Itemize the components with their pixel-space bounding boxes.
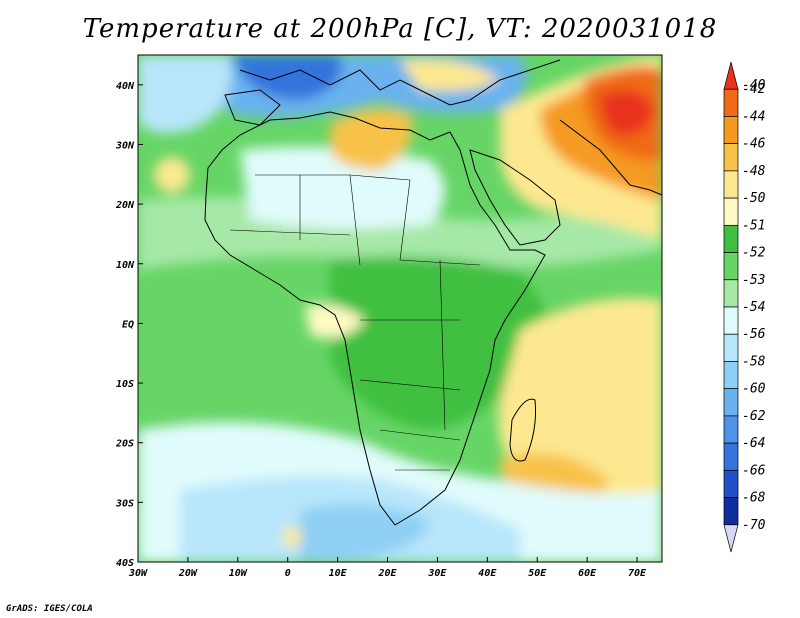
africa-coastline <box>204 111 546 526</box>
y-tick-label: 10N <box>116 260 135 271</box>
colorbar-swatch <box>723 469 739 498</box>
x-tick-label: 30W <box>128 568 148 579</box>
colorbar-label: -53 <box>742 273 765 288</box>
colorbar-label: -60 <box>742 382 766 397</box>
colorbar-swatch <box>723 333 739 362</box>
y-tick-label: EQ <box>122 319 134 330</box>
colorbar-swatch <box>723 279 739 308</box>
region-cyan-sahara <box>240 146 445 229</box>
colorbar-label: -51 <box>742 218 765 233</box>
map-title: Temperature at 200hPa [C], VT: 202003101… <box>82 14 718 44</box>
colorbar-swatch <box>723 497 739 526</box>
temperature-field <box>138 55 662 562</box>
colorbar-swatch <box>723 116 739 145</box>
colorbar-swatch <box>723 170 739 199</box>
madagascar-coastline <box>509 398 536 462</box>
x-tick-label: 40E <box>478 568 497 579</box>
region-middle-east-core <box>599 90 655 136</box>
x-tick-label: 30E <box>427 568 447 579</box>
region-gulf-guinea-warm <box>305 304 365 338</box>
plot-frame <box>137 54 663 563</box>
x-tick-label: 10W <box>229 568 248 579</box>
colorbar-label: -48 <box>742 164 766 179</box>
coastlines <box>204 59 662 526</box>
colorbar-swatch <box>723 524 739 553</box>
region-colder-europe <box>230 55 342 100</box>
y-tick-label: 30N <box>115 140 135 151</box>
colorbar-swatch <box>723 306 739 335</box>
x-tick-label: 20E <box>377 568 397 579</box>
colorbar-label: -54 <box>742 300 765 315</box>
colorbar-swatch <box>723 197 739 226</box>
y-tick-label: 30S <box>115 498 134 509</box>
y-tick-label: 40N <box>116 81 135 92</box>
region-dark-green-central <box>330 256 560 430</box>
x-tick-label: 10E <box>329 568 348 579</box>
colorbar-swatch <box>723 442 739 471</box>
x-tick-label: 20W <box>178 568 198 579</box>
y-tick-label: 10S <box>116 379 134 390</box>
europe-coastline <box>239 59 561 106</box>
region-warm-sahara <box>330 109 412 170</box>
grads-credit: GrADS: IGES/COLA <box>6 604 93 614</box>
colorbar-label: -50 <box>742 191 766 206</box>
x-tick-label: 70E <box>628 568 647 579</box>
y-tick-label: 20S <box>115 439 134 450</box>
colorbar: -40-42 -44 -46 -48 -50 -51 -52 -53 -54 -56 -58 -60 -… <box>723 61 766 553</box>
colorbar-swatch <box>723 88 739 117</box>
x-axis: 30W 20W 10W 0 10E 20E 30E 40E 50E 60E 70E <box>128 557 647 579</box>
y-tick-label: 20N <box>115 200 135 211</box>
colorbar-label: -46 <box>742 137 766 152</box>
region-south-atlantic-deep <box>300 504 430 562</box>
region-warm-sahara-top <box>400 59 500 92</box>
colorbar-swatch <box>723 143 739 172</box>
y-axis: 40N 30N 20N 10N EQ 10S 20S 30S 40S <box>115 81 143 569</box>
asia-coast <box>559 119 662 196</box>
iberia-coastline <box>224 89 281 126</box>
colorbar-label: -64 <box>742 436 765 451</box>
colorbar-label: -62 <box>742 409 766 424</box>
colorbar-label: -44 <box>742 109 765 124</box>
colorbar-swatch <box>723 388 739 417</box>
colorbar-label: -58 <box>742 354 766 369</box>
colorbar-label: -70 <box>742 518 766 533</box>
x-tick-label: 60E <box>578 568 597 579</box>
colorbar-swatch <box>723 61 739 90</box>
colorbar-label: -42 <box>742 82 766 97</box>
y-tick-label: 40S <box>116 558 134 569</box>
colorbar-swatch <box>723 224 739 253</box>
colorbar-swatch <box>723 252 739 281</box>
region-europe-west <box>138 55 232 134</box>
colorbar-swatch <box>723 361 739 390</box>
colorbar-label: -40 <box>742 78 766 93</box>
colorbar-label: -66 <box>742 463 766 478</box>
x-tick-label: 0 <box>285 568 291 579</box>
colorbar-label: -68 <box>742 491 766 506</box>
x-tick-label: 50E <box>528 568 547 579</box>
arabia-coastline <box>469 149 561 246</box>
country-borders <box>229 174 481 471</box>
colorbar-label: -52 <box>742 246 766 261</box>
colorbar-swatch <box>723 415 739 444</box>
colorbar-label: -56 <box>742 327 766 342</box>
region-south-atlantic-warm-spot <box>282 527 302 547</box>
region-atlantic-warm-blob <box>154 157 190 193</box>
